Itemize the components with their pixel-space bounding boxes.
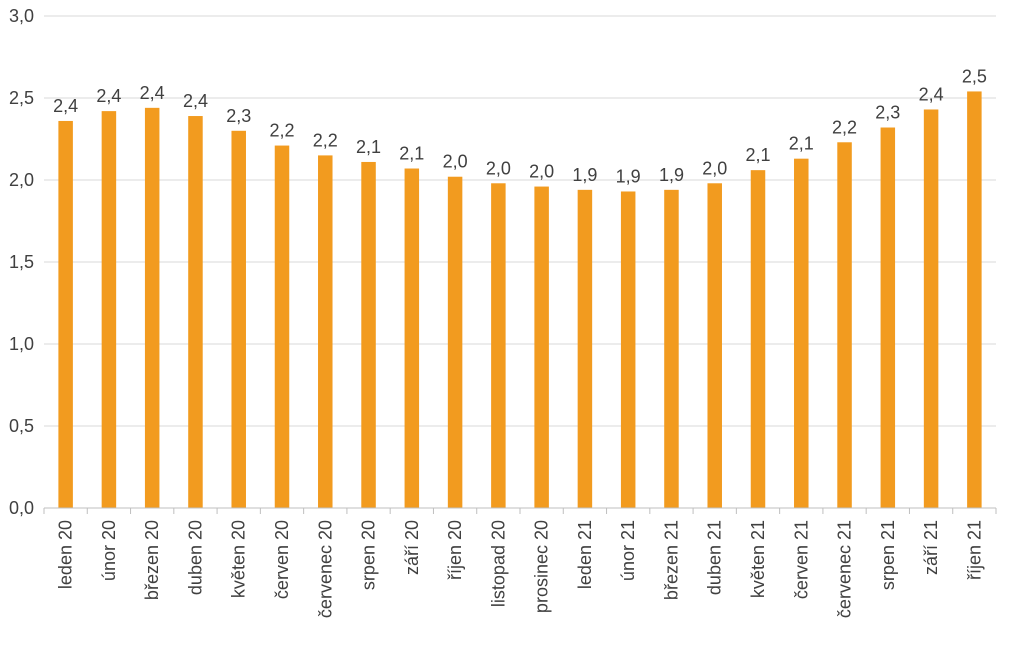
x-tick-label: srpen 20 — [359, 520, 379, 590]
data-label: 1,9 — [616, 166, 641, 186]
data-label: 2,1 — [356, 137, 381, 157]
x-tick-label: únor 21 — [618, 520, 638, 581]
y-tick-label: 1,5 — [9, 252, 34, 272]
data-label: 2,5 — [962, 66, 987, 86]
bar — [664, 189, 679, 508]
gridlines — [44, 15, 996, 427]
bar-series — [58, 91, 982, 509]
x-tick-label: září 20 — [402, 520, 422, 575]
x-tick-label: říjen 21 — [964, 520, 984, 580]
bar — [707, 183, 722, 508]
bar — [880, 127, 896, 509]
data-label: 2,4 — [919, 84, 944, 104]
bar — [188, 116, 203, 508]
x-tick-label: září 21 — [921, 520, 941, 575]
y-tick-label: 3,0 — [9, 6, 34, 26]
x-tick-label: leden 21 — [575, 520, 595, 589]
bar — [318, 155, 333, 508]
data-labels: 2,4 2,4 2,4 2,4 2,3 2,2 2,2 2,1 2,1 2,0 2,0 2,0 1,9 1… — [53, 66, 987, 186]
bar — [620, 191, 636, 509]
data-label: 2,4 — [53, 96, 78, 116]
bar — [923, 109, 939, 508]
x-tick-label: říjen 20 — [445, 520, 465, 580]
x-tick-label: březen 21 — [661, 520, 681, 600]
data-label: 2,3 — [875, 103, 900, 123]
data-label: 2,2 — [313, 130, 338, 150]
bar — [967, 91, 982, 508]
bar — [58, 120, 73, 509]
x-tick-label: červen 21 — [791, 520, 811, 599]
bar — [447, 176, 463, 508]
bar — [144, 107, 160, 508]
x-tick-label: květen 20 — [229, 520, 249, 598]
data-label: 2,3 — [226, 106, 251, 126]
data-label: 2,4 — [96, 86, 121, 106]
x-tick-label: duben 20 — [185, 520, 205, 595]
x-tick-label: duben 21 — [705, 520, 725, 595]
data-label: 2,1 — [789, 134, 814, 154]
x-tick-label: srpen 21 — [878, 520, 898, 590]
bar — [274, 145, 290, 508]
data-label: 2,1 — [399, 144, 424, 164]
bar — [837, 142, 852, 508]
bar — [794, 158, 809, 508]
x-tick-label: červenec 20 — [315, 520, 335, 618]
x-tick-label: červen 20 — [272, 520, 292, 599]
bar — [361, 161, 376, 508]
bar — [534, 186, 549, 508]
bar — [491, 183, 506, 508]
bar — [101, 111, 117, 509]
y-tick-label: 0,5 — [9, 416, 34, 436]
data-label: 2,0 — [486, 158, 511, 178]
y-tick-label: 1,0 — [9, 334, 34, 354]
data-label: 2,0 — [702, 158, 727, 178]
data-label: 2,1 — [745, 145, 770, 165]
x-tick-label: prosinec 20 — [532, 520, 552, 613]
y-axis: 0,0 0,5 1,0 1,5 2,0 2,5 3,0 — [9, 6, 34, 518]
y-tick-label: 0,0 — [9, 498, 34, 518]
y-tick-label: 2,5 — [9, 88, 34, 108]
data-label: 2,0 — [529, 162, 554, 182]
x-tick-label: květen 21 — [748, 520, 768, 598]
data-label: 1,9 — [572, 165, 597, 185]
x-tick-label: listopad 20 — [488, 520, 508, 607]
bar — [577, 189, 593, 508]
y-tick-label: 2,0 — [9, 170, 34, 190]
data-label: 1,9 — [659, 165, 684, 185]
x-tick-label: únor 20 — [99, 520, 119, 581]
data-label: 2,2 — [832, 117, 857, 137]
bar — [404, 168, 420, 508]
data-label: 2,4 — [140, 83, 165, 103]
x-axis: leden 20 únor 20 březen 20 duben 20 květen 2… — [43, 507, 997, 618]
data-label: 2,4 — [183, 91, 208, 111]
x-tick-label: leden 20 — [56, 520, 76, 589]
bar — [231, 130, 246, 509]
data-label: 2,0 — [443, 152, 468, 172]
x-tick-label: březen 20 — [142, 520, 162, 600]
data-label: 2,2 — [269, 121, 294, 141]
x-tick-label: červenec 21 — [835, 520, 855, 618]
bar — [750, 170, 766, 508]
